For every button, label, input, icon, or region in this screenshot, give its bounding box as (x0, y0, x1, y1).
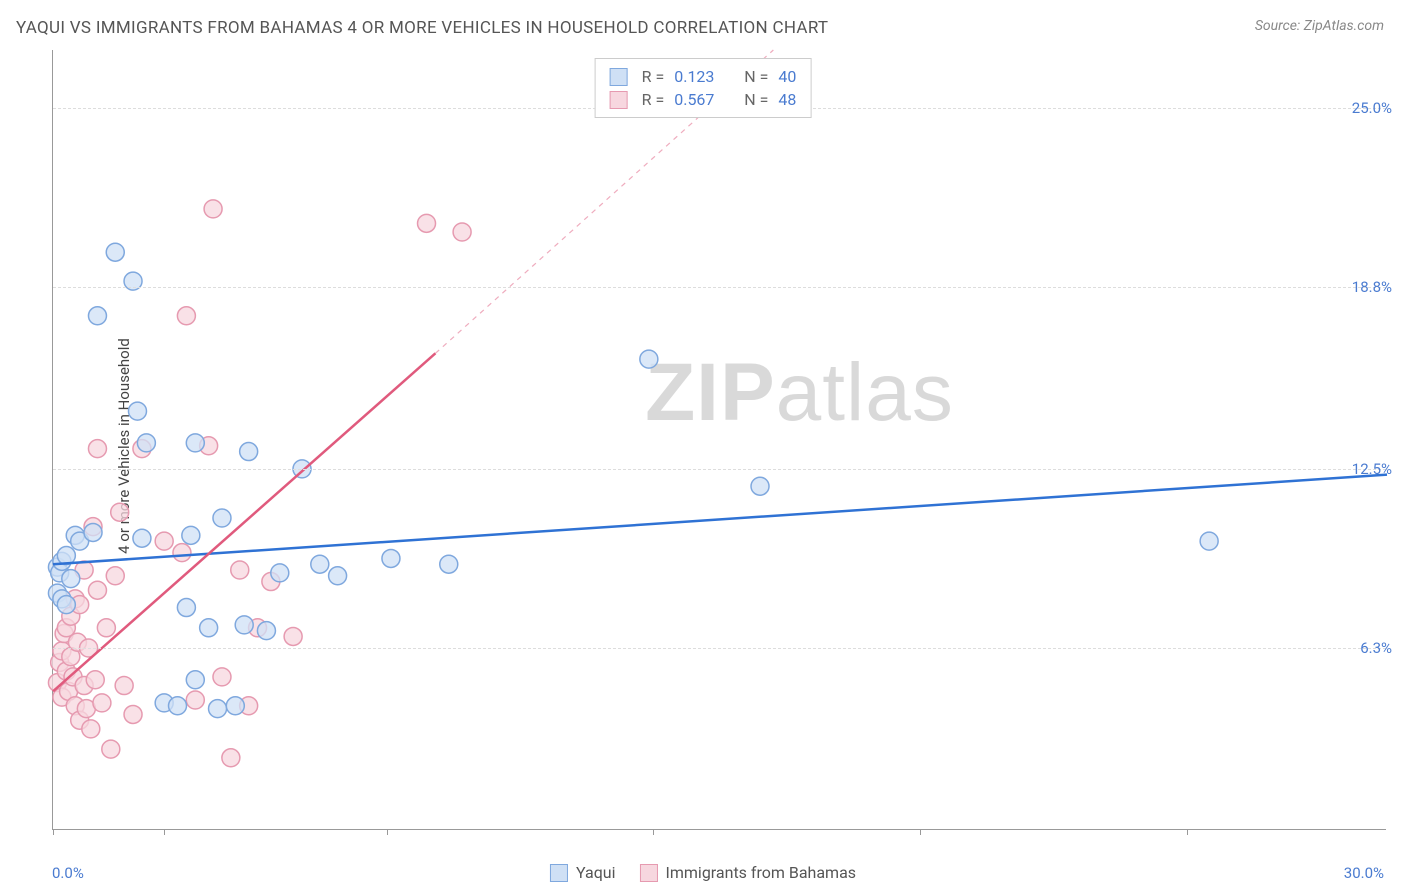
scatter-point (106, 567, 124, 585)
scatter-point (382, 549, 400, 567)
legend-n-value: 40 (778, 67, 796, 86)
scatter-point (133, 529, 151, 547)
legend-r-label: R = (642, 67, 665, 86)
legend-swatch (610, 68, 628, 86)
scatter-point (231, 561, 249, 579)
scatter-point (177, 599, 195, 617)
plot-area: ZIPatlas (52, 50, 1386, 830)
legend-series-item: Immigrants from Bahamas (640, 863, 857, 882)
y-tick-label: 12.5% (1352, 460, 1392, 478)
legend-n-value: 48 (778, 90, 796, 109)
x-tick (653, 829, 654, 835)
scatter-point (62, 570, 80, 588)
scatter-point (82, 720, 100, 738)
legend-r-value: 0.567 (674, 90, 724, 109)
scatter-point (115, 677, 133, 695)
legend-swatch (550, 864, 568, 882)
y-tick-label: 18.8% (1352, 278, 1392, 296)
scatter-point (329, 567, 347, 585)
legend-r-value: 0.123 (674, 67, 724, 86)
x-min-label: 0.0% (52, 864, 84, 882)
scatter-point (57, 596, 75, 614)
scatter-point (453, 223, 471, 241)
x-tick (387, 829, 388, 835)
scatter-point (186, 434, 204, 452)
scatter-point (240, 443, 258, 461)
scatter-point (169, 697, 187, 715)
scatter-point (209, 700, 227, 718)
scatter-point (257, 622, 275, 640)
scatter-point (213, 668, 231, 686)
x-tick (164, 829, 165, 835)
legend-row: R = 0.123 N = 40 (610, 65, 797, 88)
scatter-point (200, 619, 218, 637)
chart-container: YAQUI VS IMMIGRANTS FROM BAHAMAS 4 OR MO… (0, 0, 1406, 892)
y-tick-label: 6.3% (1360, 639, 1392, 657)
scatter-point (111, 503, 129, 521)
scatter-point (418, 214, 436, 232)
scatter-point (84, 523, 102, 541)
source-attribution: Source: ZipAtlas.com (1255, 18, 1384, 34)
scatter-point (173, 544, 191, 562)
legend-n-label: N = (744, 90, 768, 109)
scatter-point (311, 555, 329, 573)
scatter-point (97, 619, 115, 637)
x-tick (1187, 829, 1188, 835)
scatter-point (271, 564, 289, 582)
legend-series-item: Yaqui (550, 863, 616, 882)
scatter-plot-svg (53, 50, 1386, 829)
scatter-point (182, 526, 200, 544)
chart-title: YAQUI VS IMMIGRANTS FROM BAHAMAS 4 OR MO… (16, 18, 828, 38)
scatter-point (128, 402, 146, 420)
scatter-point (177, 307, 195, 325)
trend-line (53, 475, 1387, 565)
scatter-point (124, 705, 142, 723)
scatter-point (226, 697, 244, 715)
scatter-point (751, 477, 769, 495)
scatter-point (88, 440, 106, 458)
scatter-point (186, 671, 204, 689)
scatter-point (88, 307, 106, 325)
scatter-point (102, 740, 120, 758)
legend-r-label: R = (642, 90, 665, 109)
scatter-point (204, 200, 222, 218)
scatter-point (186, 691, 204, 709)
y-tick-label: 25.0% (1352, 99, 1392, 117)
x-max-label: 30.0% (1344, 864, 1384, 882)
x-tick (53, 829, 54, 835)
scatter-point (640, 350, 658, 368)
legend-swatch (610, 91, 628, 109)
legend-series-label: Immigrants from Bahamas (666, 863, 857, 882)
legend-row: R = 0.567 N = 48 (610, 88, 797, 111)
scatter-point (88, 581, 106, 599)
scatter-point (1200, 532, 1218, 550)
scatter-point (86, 671, 104, 689)
correlation-legend: R = 0.123 N = 40 R = 0.567 N = 48 (595, 58, 812, 118)
legend-series-label: Yaqui (576, 863, 616, 882)
scatter-point (235, 616, 253, 634)
legend-swatch (640, 864, 658, 882)
scatter-point (106, 243, 124, 261)
gridline (53, 469, 1386, 470)
scatter-point (155, 532, 173, 550)
scatter-point (284, 627, 302, 645)
scatter-point (213, 509, 231, 527)
x-tick (920, 829, 921, 835)
scatter-point (222, 749, 240, 767)
scatter-point (93, 694, 111, 712)
scatter-point (440, 555, 458, 573)
series-legend: Yaqui Immigrants from Bahamas (550, 863, 856, 882)
trend-line (53, 353, 435, 691)
gridline (53, 287, 1386, 288)
scatter-point (137, 434, 155, 452)
gridline (53, 648, 1386, 649)
legend-n-label: N = (744, 67, 768, 86)
